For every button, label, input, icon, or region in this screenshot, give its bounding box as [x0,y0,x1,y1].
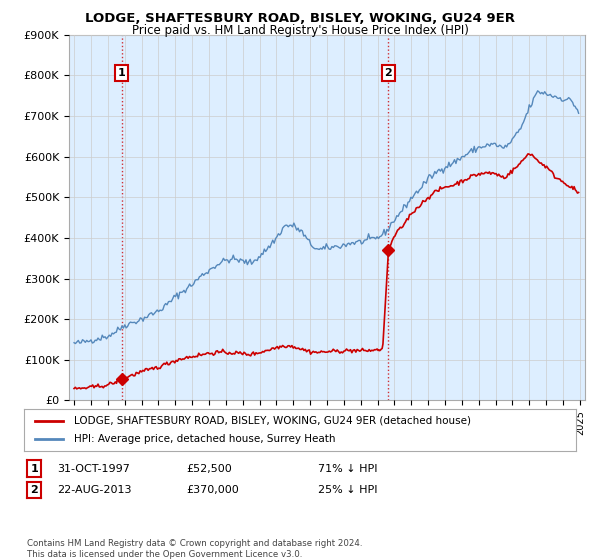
Text: £370,000: £370,000 [186,485,239,495]
Text: 22-AUG-2013: 22-AUG-2013 [57,485,131,495]
Text: 2: 2 [385,68,392,78]
Text: LODGE, SHAFTESBURY ROAD, BISLEY, WOKING, GU24 9ER: LODGE, SHAFTESBURY ROAD, BISLEY, WOKING,… [85,12,515,25]
Text: Price paid vs. HM Land Registry's House Price Index (HPI): Price paid vs. HM Land Registry's House … [131,24,469,36]
Text: £52,500: £52,500 [186,464,232,474]
Text: 2: 2 [31,485,38,495]
Text: 1: 1 [31,464,38,474]
Text: 71% ↓ HPI: 71% ↓ HPI [318,464,377,474]
Text: HPI: Average price, detached house, Surrey Heath: HPI: Average price, detached house, Surr… [74,434,335,444]
Text: 31-OCT-1997: 31-OCT-1997 [57,464,130,474]
Text: 1: 1 [118,68,125,78]
Text: LODGE, SHAFTESBURY ROAD, BISLEY, WOKING, GU24 9ER (detached house): LODGE, SHAFTESBURY ROAD, BISLEY, WOKING,… [74,416,470,426]
Text: Contains HM Land Registry data © Crown copyright and database right 2024.
This d: Contains HM Land Registry data © Crown c… [27,539,362,559]
Text: 25% ↓ HPI: 25% ↓ HPI [318,485,377,495]
